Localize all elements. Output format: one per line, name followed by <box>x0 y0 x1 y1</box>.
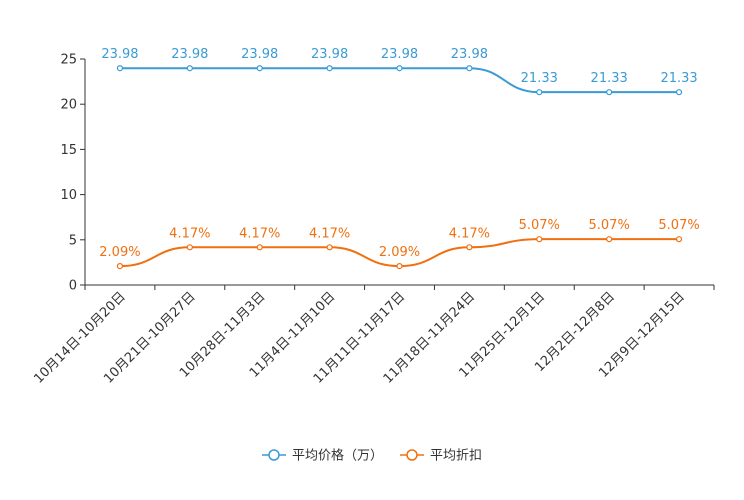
series-discount: 2.09% 4.17% 4.17% 4.17% 2.09% 4.17% 5.07% 5.07%… <box>99 218 700 270</box>
discount-data-label: 4.17% <box>169 226 210 241</box>
price-point[interactable] <box>326 65 333 72</box>
discount-data-label: 4.17% <box>239 226 280 241</box>
legend-marker-icon <box>406 449 418 461</box>
price-point[interactable] <box>396 65 403 72</box>
price-data-label: 23.98 <box>311 47 348 62</box>
price-data-label: 23.98 <box>171 47 208 62</box>
legend-item-price[interactable]: 平均价格（万） <box>262 448 383 464</box>
y-tick-label: 20 <box>60 98 77 113</box>
y-tick-label: 25 <box>60 53 77 68</box>
legend-item-discount[interactable]: 平均折扣 <box>400 449 482 464</box>
discount-point[interactable] <box>466 244 473 251</box>
discount-point[interactable] <box>536 236 543 243</box>
price-point[interactable] <box>675 89 683 96</box>
price-point[interactable] <box>536 89 543 96</box>
price-point[interactable] <box>256 65 263 72</box>
series-layer: 23.98 23.98 23.98 23.98 23.98 23.98 21.33 21.33… <box>99 47 700 270</box>
price-point[interactable] <box>606 89 613 96</box>
discount-point[interactable] <box>675 236 683 243</box>
legend[interactable]: 平均价格（万） 平均折扣 <box>262 448 482 464</box>
price-point[interactable] <box>186 65 193 72</box>
y-tick-label: 15 <box>60 143 77 158</box>
legend-label: 平均折扣 <box>430 449 482 464</box>
discount-data-label: 5.07% <box>589 218 630 233</box>
discount-data-label: 2.09% <box>379 245 420 260</box>
y-tick-label: 0 <box>69 279 77 294</box>
discount-point[interactable] <box>256 244 263 251</box>
legend-marker-icon <box>268 449 280 461</box>
price-data-label: 23.98 <box>451 47 488 62</box>
price-point[interactable] <box>466 65 473 72</box>
series-price: 23.98 23.98 23.98 23.98 23.98 23.98 21.33 21.33… <box>101 47 698 96</box>
discount-point[interactable] <box>326 244 333 251</box>
price-data-label: 21.33 <box>660 71 697 86</box>
price-data-label: 23.98 <box>241 47 278 62</box>
price-point[interactable] <box>116 65 124 72</box>
discount-point[interactable] <box>606 236 613 243</box>
discount-data-label: 2.09% <box>99 245 140 260</box>
discount-point[interactable] <box>186 244 193 251</box>
price-data-label: 23.98 <box>381 47 418 62</box>
discount-point[interactable] <box>116 263 124 270</box>
discount-data-label: 4.17% <box>309 226 350 241</box>
discount-data-label: 5.07% <box>519 218 560 233</box>
price-data-label: 21.33 <box>591 71 628 86</box>
discount-point[interactable] <box>396 263 403 270</box>
legend-label: 平均价格（万） <box>292 448 383 464</box>
price-data-label: 23.98 <box>101 47 138 62</box>
discount-data-label: 5.07% <box>658 218 699 233</box>
y-tick-label: 5 <box>69 233 77 248</box>
y-tick-label: 10 <box>60 188 77 203</box>
discount-data-label: 4.17% <box>449 226 490 241</box>
price-data-label: 21.33 <box>521 71 558 86</box>
